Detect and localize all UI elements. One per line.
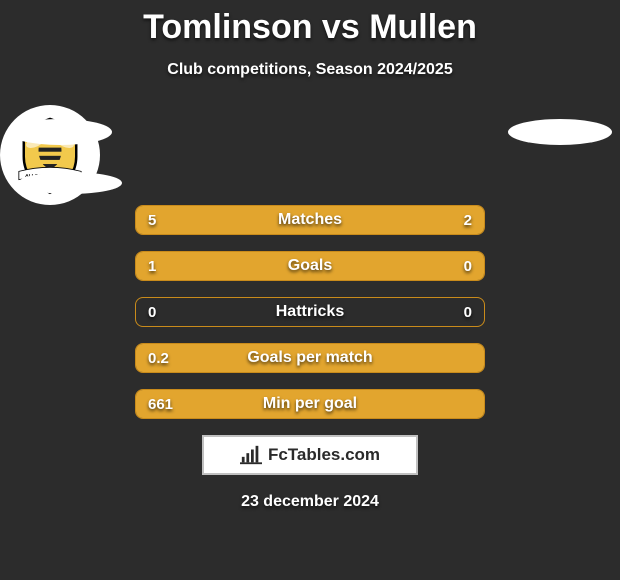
subtitle: Club competitions, Season 2024/2025: [0, 61, 620, 79]
left-team-badge-1: [8, 119, 112, 145]
left-team-badge-2: [18, 172, 122, 194]
bar-label: Matches: [136, 206, 484, 234]
comparison-row: 10Goals: [135, 251, 485, 281]
date-line: 23 december 2024: [0, 493, 620, 511]
comparison-row: 0.2Goals per match: [135, 343, 485, 373]
comparison-row: 52Matches: [135, 205, 485, 235]
bar-label: Goals: [136, 252, 484, 280]
comparison-bars: 52Matches 10Goals 00Hattricks 0.2Goals per …: [135, 205, 485, 419]
comparison-row: 661Min per goal: [135, 389, 485, 419]
bar-chart-icon: [240, 444, 262, 466]
right-team-badge-1: [508, 119, 612, 145]
page-title: Tomlinson vs Mullen: [0, 8, 620, 47]
attribution-text: FcTables.com: [268, 445, 380, 465]
bar-label: Min per goal: [136, 390, 484, 418]
bar-label: Hattricks: [136, 298, 484, 326]
main-area: ALLOA ATHLETIC FC 52Matches10Goals00Hatt…: [0, 105, 620, 511]
comparison-infographic: Tomlinson vs Mullen Club competitions, S…: [0, 0, 620, 511]
comparison-row: 00Hattricks: [135, 297, 485, 327]
attribution-box: FcTables.com: [202, 435, 418, 475]
bar-label: Goals per match: [136, 344, 484, 372]
